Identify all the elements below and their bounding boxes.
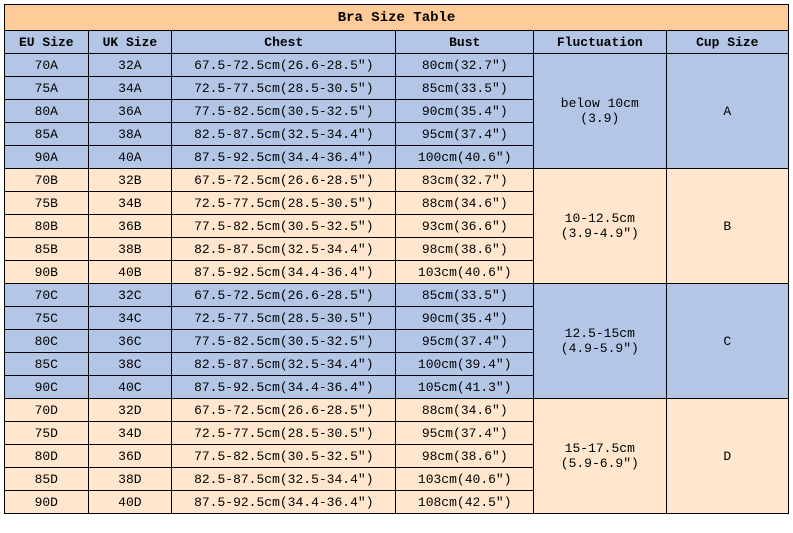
cell-cup: D — [666, 399, 788, 514]
cell-eu: 85B — [5, 238, 89, 261]
cell-chest: 77.5-82.5cm(30.5-32.5") — [172, 445, 396, 468]
col-header-1: UK Size — [88, 31, 172, 54]
cell-uk: 34B — [88, 192, 172, 215]
cell-eu: 70A — [5, 54, 89, 77]
cell-bust: 108cm(42.5") — [396, 491, 534, 514]
cell-uk: 34A — [88, 77, 172, 100]
cell-uk: 32B — [88, 169, 172, 192]
cell-bust: 93cm(36.6") — [396, 215, 534, 238]
cell-bust: 100cm(39.4") — [396, 353, 534, 376]
cell-chest: 67.5-72.5cm(26.6-28.5") — [172, 284, 396, 307]
cell-chest: 67.5-72.5cm(26.6-28.5") — [172, 54, 396, 77]
cell-eu: 75C — [5, 307, 89, 330]
cell-uk: 38D — [88, 468, 172, 491]
cell-chest: 82.5-87.5cm(32.5-34.4") — [172, 468, 396, 491]
cell-bust: 85cm(33.5") — [396, 77, 534, 100]
cell-chest: 87.5-92.5cm(34.4-36.4") — [172, 376, 396, 399]
cell-uk: 38C — [88, 353, 172, 376]
cell-uk: 36A — [88, 100, 172, 123]
cell-uk: 34C — [88, 307, 172, 330]
cell-bust: 95cm(37.4") — [396, 330, 534, 353]
cell-chest: 87.5-92.5cm(34.4-36.4") — [172, 491, 396, 514]
cell-uk: 40D — [88, 491, 172, 514]
cell-eu: 75A — [5, 77, 89, 100]
cell-cup: A — [666, 54, 788, 169]
cell-chest: 77.5-82.5cm(30.5-32.5") — [172, 100, 396, 123]
cell-chest: 67.5-72.5cm(26.6-28.5") — [172, 399, 396, 422]
cell-chest: 72.5-77.5cm(28.5-30.5") — [172, 192, 396, 215]
cell-eu: 85A — [5, 123, 89, 146]
cell-eu: 90C — [5, 376, 89, 399]
cell-cup: C — [666, 284, 788, 399]
cell-eu: 90B — [5, 261, 89, 284]
cell-chest: 67.5-72.5cm(26.6-28.5") — [172, 169, 396, 192]
cell-eu: 75D — [5, 422, 89, 445]
cell-chest: 72.5-77.5cm(28.5-30.5") — [172, 77, 396, 100]
cell-eu: 85C — [5, 353, 89, 376]
cell-fluctuation: 12.5-15cm(4.9-5.9") — [534, 284, 667, 399]
cell-bust: 90cm(35.4") — [396, 307, 534, 330]
cell-eu: 90D — [5, 491, 89, 514]
cell-fluctuation: 10-12.5cm(3.9-4.9") — [534, 169, 667, 284]
cell-eu: 70B — [5, 169, 89, 192]
cell-bust: 95cm(37.4") — [396, 422, 534, 445]
cell-eu: 70C — [5, 284, 89, 307]
cell-bust: 90cm(35.4") — [396, 100, 534, 123]
cell-eu: 70D — [5, 399, 89, 422]
cell-chest: 77.5-82.5cm(30.5-32.5") — [172, 330, 396, 353]
cell-bust: 95cm(37.4") — [396, 123, 534, 146]
cell-bust: 100cm(40.6") — [396, 146, 534, 169]
cell-chest: 77.5-82.5cm(30.5-32.5") — [172, 215, 396, 238]
cell-uk: 40B — [88, 261, 172, 284]
cell-eu: 75B — [5, 192, 89, 215]
cell-uk: 36C — [88, 330, 172, 353]
cell-uk: 38A — [88, 123, 172, 146]
cell-bust: 88cm(34.6") — [396, 399, 534, 422]
cell-chest: 72.5-77.5cm(28.5-30.5") — [172, 422, 396, 445]
col-header-0: EU Size — [5, 31, 89, 54]
cell-uk: 32C — [88, 284, 172, 307]
cell-fluctuation: below 10cm(3.9) — [534, 54, 667, 169]
cell-bust: 103cm(40.6") — [396, 261, 534, 284]
col-header-2: Chest — [172, 31, 396, 54]
col-header-5: Cup Size — [666, 31, 788, 54]
cell-bust: 85cm(33.5") — [396, 284, 534, 307]
table-title: Bra Size Table — [5, 5, 789, 31]
cell-chest: 87.5-92.5cm(34.4-36.4") — [172, 146, 396, 169]
cell-uk: 32D — [88, 399, 172, 422]
cell-uk: 40C — [88, 376, 172, 399]
cell-eu: 80B — [5, 215, 89, 238]
cell-chest: 72.5-77.5cm(28.5-30.5") — [172, 307, 396, 330]
cell-bust: 98cm(38.6") — [396, 445, 534, 468]
cell-bust: 98cm(38.6") — [396, 238, 534, 261]
cell-bust: 105cm(41.3") — [396, 376, 534, 399]
cell-chest: 82.5-87.5cm(32.5-34.4") — [172, 353, 396, 376]
cell-fluctuation: 15-17.5cm(5.9-6.9") — [534, 399, 667, 514]
cell-cup: B — [666, 169, 788, 284]
cell-bust: 80cm(32.7") — [396, 54, 534, 77]
cell-eu: 90A — [5, 146, 89, 169]
cell-uk: 34D — [88, 422, 172, 445]
cell-chest: 82.5-87.5cm(32.5-34.4") — [172, 123, 396, 146]
cell-uk: 36D — [88, 445, 172, 468]
cell-bust: 83cm(32.7") — [396, 169, 534, 192]
cell-bust: 103cm(40.6") — [396, 468, 534, 491]
col-header-3: Bust — [396, 31, 534, 54]
bra-size-table: Bra Size TableEU SizeUK SizeChestBustFlu… — [4, 4, 789, 514]
cell-eu: 80A — [5, 100, 89, 123]
cell-chest: 87.5-92.5cm(34.4-36.4") — [172, 261, 396, 284]
cell-uk: 32A — [88, 54, 172, 77]
cell-bust: 88cm(34.6") — [396, 192, 534, 215]
cell-eu: 80D — [5, 445, 89, 468]
cell-uk: 40A — [88, 146, 172, 169]
cell-uk: 36B — [88, 215, 172, 238]
cell-chest: 82.5-87.5cm(32.5-34.4") — [172, 238, 396, 261]
col-header-4: Fluctuation — [534, 31, 667, 54]
cell-eu: 85D — [5, 468, 89, 491]
cell-uk: 38B — [88, 238, 172, 261]
cell-eu: 80C — [5, 330, 89, 353]
